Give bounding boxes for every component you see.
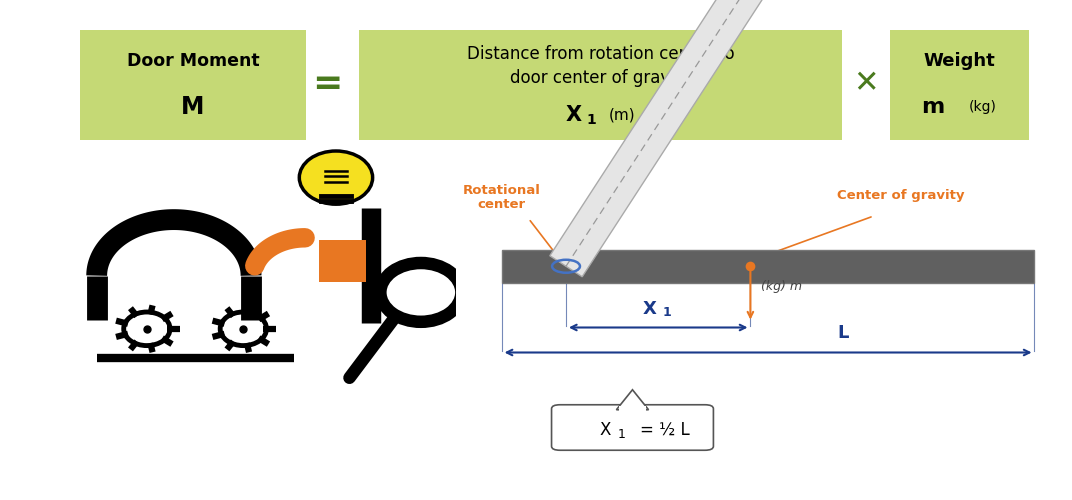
- Text: L: L: [837, 324, 849, 342]
- FancyBboxPatch shape: [319, 240, 366, 282]
- FancyBboxPatch shape: [551, 405, 714, 450]
- Text: 1: 1: [586, 112, 597, 126]
- Circle shape: [299, 151, 373, 204]
- Text: (kg): (kg): [969, 100, 997, 114]
- Text: Door Moment: Door Moment: [126, 52, 259, 70]
- Text: M: M: [181, 95, 205, 119]
- Text: X: X: [643, 300, 656, 318]
- Text: = ½ L: = ½ L: [640, 421, 689, 439]
- Text: X: X: [600, 421, 611, 439]
- Text: Rotational
center: Rotational center: [463, 184, 540, 212]
- Text: Center of gravity: Center of gravity: [837, 188, 964, 202]
- Text: m: m: [921, 97, 944, 117]
- Text: (kg) m: (kg) m: [761, 280, 802, 292]
- FancyBboxPatch shape: [80, 30, 306, 140]
- FancyBboxPatch shape: [890, 30, 1029, 140]
- FancyBboxPatch shape: [619, 406, 646, 411]
- Text: X: X: [565, 104, 582, 124]
- Polygon shape: [616, 390, 649, 410]
- Text: 1: 1: [662, 306, 671, 320]
- Text: =: =: [312, 67, 342, 101]
- Text: 1: 1: [617, 428, 626, 440]
- Text: (m): (m): [609, 107, 635, 122]
- Text: Weight: Weight: [924, 52, 995, 70]
- Text: door center of gravity: door center of gravity: [509, 70, 691, 87]
- FancyBboxPatch shape: [359, 30, 842, 140]
- Polygon shape: [550, 0, 821, 277]
- FancyBboxPatch shape: [502, 250, 1034, 282]
- Text: Distance from rotation center to: Distance from rotation center to: [466, 45, 734, 63]
- Text: ✕: ✕: [853, 70, 879, 98]
